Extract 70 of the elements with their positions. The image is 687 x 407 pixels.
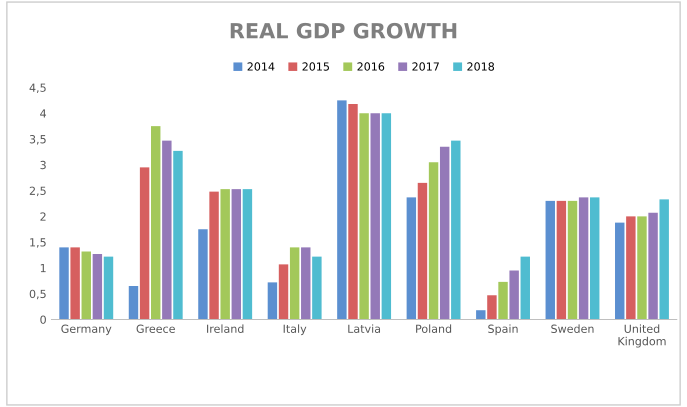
x-tick-label: Poland — [416, 324, 452, 333]
bar — [312, 256, 322, 320]
bar — [232, 189, 242, 320]
bar — [440, 146, 450, 320]
x-tick-label: Sweden — [551, 324, 594, 333]
bar — [509, 270, 519, 320]
bar — [220, 189, 230, 320]
bar — [648, 212, 658, 320]
bar — [173, 150, 183, 320]
bar — [82, 251, 91, 320]
y-tick-label: 0,5 — [30, 290, 46, 300]
bar — [428, 162, 438, 320]
legend-label: 2018 — [467, 62, 494, 71]
x-tick-label: Greece — [136, 324, 175, 333]
bar — [359, 113, 369, 320]
bar — [128, 286, 138, 320]
bar — [162, 140, 172, 320]
bar — [301, 247, 310, 320]
x-tick-label: Italy — [284, 324, 306, 336]
bar — [590, 197, 600, 320]
bar — [370, 113, 380, 320]
y-tick-label: 3 — [40, 160, 46, 170]
bar — [382, 113, 392, 320]
bar — [70, 247, 80, 320]
bar — [568, 200, 578, 320]
legend-label: 2014 — [248, 62, 274, 71]
bar — [406, 197, 416, 320]
bar — [104, 256, 114, 320]
bar — [487, 295, 497, 320]
y-tick-label: 4 — [40, 109, 46, 118]
bar — [278, 264, 288, 320]
bar — [498, 282, 508, 320]
bar — [92, 254, 102, 320]
bar — [451, 140, 461, 320]
y-tick-label: 1,5 — [30, 238, 46, 248]
bar — [615, 222, 624, 320]
x-tick-label: Latvia — [348, 324, 380, 333]
x-tick-label: Spain — [488, 324, 518, 336]
x-tick-label: United Kingdom — [618, 324, 666, 348]
x-tick-label: Ireland — [207, 324, 244, 333]
bar — [242, 189, 252, 320]
bar — [659, 199, 669, 320]
bar — [268, 282, 278, 320]
chart-title: REAL GDP GROWTH — [230, 22, 456, 39]
bar — [140, 167, 150, 320]
y-tick-label: 4,5 — [30, 84, 46, 94]
y-tick-label: 1 — [40, 264, 46, 272]
y-tick-label: 2,5 — [30, 186, 46, 196]
bar — [637, 216, 647, 320]
bar — [578, 197, 588, 320]
y-tick-label: 0 — [40, 315, 46, 324]
bar — [520, 256, 530, 320]
x-tick-label: Germany — [61, 324, 112, 336]
bar — [150, 126, 160, 320]
bar — [59, 247, 69, 320]
bar — [418, 182, 428, 320]
legend-label: 2017 — [412, 62, 439, 71]
bar — [348, 104, 358, 320]
legend-label: 2015 — [302, 62, 329, 71]
bar — [556, 200, 566, 320]
bar — [198, 229, 208, 320]
bar — [209, 192, 219, 320]
y-tick-label: 2 — [40, 212, 46, 221]
bar — [337, 100, 347, 320]
bar — [476, 310, 486, 320]
bar — [546, 200, 555, 320]
legend-label: 2016 — [357, 62, 384, 71]
bar — [626, 216, 636, 320]
bar — [290, 247, 300, 320]
y-tick-label: 3,5 — [30, 135, 46, 145]
